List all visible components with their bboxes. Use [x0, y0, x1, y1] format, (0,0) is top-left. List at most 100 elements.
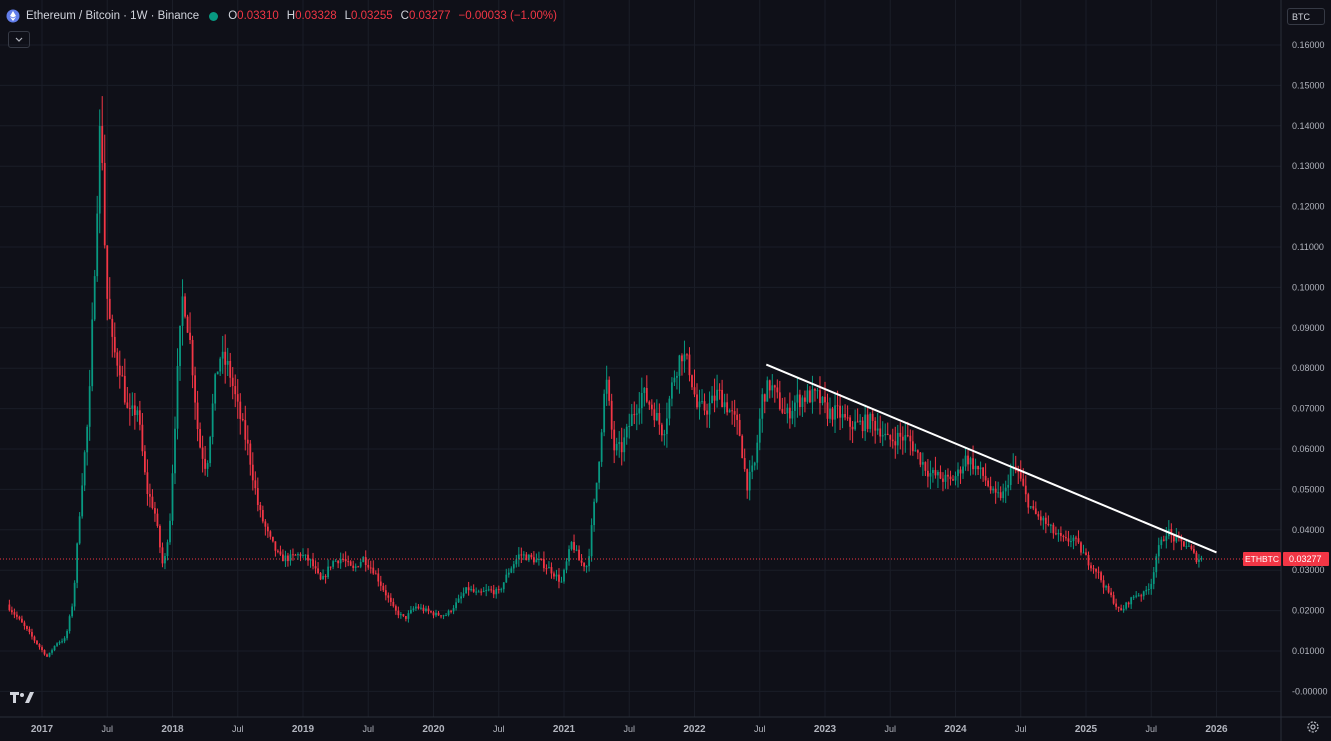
candle-body	[389, 597, 392, 602]
candle-body	[241, 418, 244, 421]
candle-body	[36, 640, 38, 645]
candle-body	[302, 554, 304, 557]
time-tick-label: Jul	[884, 724, 896, 734]
tradingview-logo-icon[interactable]	[10, 690, 36, 709]
candle-body	[1007, 484, 1010, 488]
candle-body	[23, 622, 26, 627]
candle-body	[555, 574, 558, 577]
time-axis[interactable]: 2017 Jul 2018 Jul 2019 Jul 2020 Jul 2021 Jul 2022 J…	[31, 724, 1228, 735]
candle-body	[485, 590, 488, 592]
legend-collapse-button[interactable]	[8, 31, 30, 48]
candle-body	[563, 569, 565, 582]
candle-body	[430, 611, 432, 613]
candle-body	[108, 298, 111, 319]
candle-body	[169, 520, 171, 543]
candle-body	[944, 474, 947, 482]
candle-body	[771, 385, 774, 391]
candle-body	[369, 567, 372, 569]
candle-body	[635, 413, 638, 415]
candle-body	[154, 508, 156, 514]
candle-body	[189, 332, 191, 340]
candle-body	[595, 482, 598, 502]
candle-body	[56, 643, 58, 646]
time-tick-label: Jul	[362, 724, 374, 734]
candle-body	[879, 428, 882, 437]
candle-body	[93, 276, 96, 320]
candle-body	[987, 480, 990, 487]
candle-body	[1198, 559, 1200, 562]
currency-button[interactable]: BTC	[1287, 8, 1325, 25]
candle-body	[967, 455, 969, 465]
candle-body	[251, 464, 254, 481]
candle-body	[415, 606, 417, 609]
candle-body	[972, 458, 974, 470]
candle-body	[224, 351, 227, 365]
candle-body	[876, 428, 879, 431]
candle-body	[645, 387, 648, 402]
candle-body	[901, 436, 904, 441]
candle-body	[1142, 591, 1145, 597]
candle-body	[681, 355, 683, 362]
candle-body	[932, 469, 934, 474]
candle-body	[1117, 606, 1120, 609]
gear-icon[interactable]	[1306, 720, 1320, 739]
candle-body	[839, 405, 841, 418]
price-tick-label: 0.09000	[1292, 323, 1325, 333]
candle-body	[781, 409, 784, 413]
candle-body	[374, 573, 377, 575]
price-tick-label: 0.07000	[1292, 404, 1325, 414]
low-value: 0.03255	[351, 10, 393, 22]
candle-body	[776, 387, 779, 393]
candle-body	[1152, 572, 1155, 584]
time-tick-label: 2021	[553, 724, 576, 735]
candle-body	[804, 397, 806, 402]
candle-body	[480, 591, 483, 593]
candle-body	[271, 536, 274, 542]
candle-body	[728, 410, 731, 413]
candle-body	[149, 493, 151, 497]
candle-body	[460, 596, 463, 599]
candle-body	[1122, 608, 1125, 611]
candle-body	[964, 455, 967, 467]
candle-body	[532, 557, 535, 563]
candle-body	[244, 420, 247, 440]
candle-body	[297, 554, 299, 556]
candle-body	[711, 395, 713, 404]
candle-body	[307, 554, 309, 561]
candle-body	[123, 376, 126, 403]
price-axis[interactable]: 0.16000 0.15000 0.14000 0.13000 0.12000 0.110…	[1292, 40, 1328, 696]
candle-body	[171, 473, 174, 521]
candle-body	[294, 554, 297, 556]
candle-body	[565, 561, 568, 570]
candle-body	[1172, 535, 1175, 542]
candle-body	[678, 355, 681, 376]
candle-body	[969, 458, 972, 465]
candle-body	[628, 426, 631, 428]
candle-body	[1044, 517, 1047, 524]
candle-body	[43, 650, 46, 655]
time-tick-label: Jul	[1015, 724, 1027, 734]
candle-body	[1080, 542, 1082, 553]
candle-body	[174, 428, 176, 474]
candle-body	[655, 412, 658, 421]
candle-body	[51, 650, 53, 653]
candle-body	[517, 554, 520, 560]
candle-body	[234, 386, 237, 395]
candle-body	[33, 636, 36, 641]
price-tick-label: 0.10000	[1292, 282, 1325, 292]
time-tick-label: 2026	[1205, 724, 1228, 735]
trendline[interactable]	[765, 363, 1217, 554]
symbol-title[interactable]: Ethereum / Bitcoin · 1W · Binance	[26, 10, 200, 22]
candle-body	[665, 418, 668, 435]
time-tick-label: Jul	[754, 724, 766, 734]
candle-body	[891, 439, 894, 442]
candle-body	[773, 385, 776, 388]
candle-body	[1112, 595, 1115, 604]
candle-body	[357, 566, 360, 568]
candle-body	[427, 608, 430, 612]
candle-body	[937, 471, 939, 476]
candle-body	[974, 465, 977, 470]
candle-body	[13, 612, 16, 615]
time-tick-label: 2020	[422, 724, 445, 735]
